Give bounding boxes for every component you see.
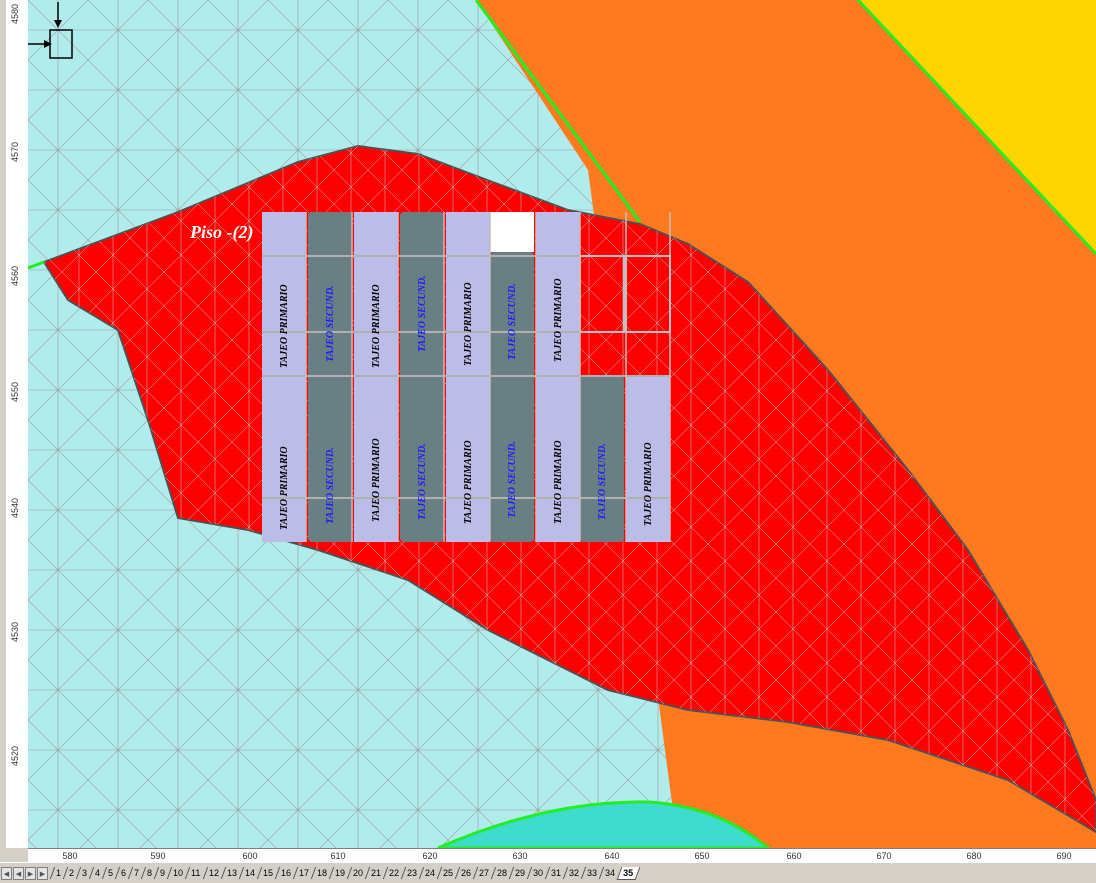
x-tick: 640 bbox=[604, 851, 620, 861]
stope-label-primary: TAJEO PRIMARIO bbox=[463, 282, 474, 366]
stope-grid bbox=[262, 212, 671, 542]
stope-label-secondary: TAJEO SECUND. bbox=[417, 275, 428, 352]
turquoise-zone bbox=[437, 800, 771, 848]
x-axis-ruler: 580 590 600 610 620 630 640 650 660 670 … bbox=[28, 848, 1096, 863]
stope-label-primary: TAJEO PRIMARIO bbox=[279, 284, 290, 368]
boundary-line bbox=[474, 0, 642, 223]
stope-secondary bbox=[580, 376, 624, 542]
stope-secondary bbox=[490, 252, 534, 542]
y-tick: 4570 bbox=[10, 142, 20, 163]
x-tick: 650 bbox=[694, 851, 710, 861]
x-tick: 580 bbox=[62, 851, 78, 861]
y-axis-ruler: 4580 4570 4560 4550 4540 4530 4520 bbox=[6, 0, 29, 848]
stope-label-primary: TAJEO PRIMARIO bbox=[279, 446, 290, 530]
x-tick: 610 bbox=[330, 851, 346, 861]
stope-label-primary: TAJEO PRIMARIO bbox=[371, 438, 382, 522]
x-tick: 590 bbox=[150, 851, 166, 861]
stope-primary bbox=[626, 376, 670, 542]
x-tick: 690 bbox=[1056, 851, 1072, 861]
sheet-tab-bar: ◀ ◀ ▶ ▶ 1 2 3 4 5 6 7 8 9 10 11 12 13 14… bbox=[0, 862, 1096, 883]
x-tick: 680 bbox=[966, 851, 982, 861]
model-canvas[interactable]: TAJEO PRIMARIO TAJEO SECUND. TAJEO PRIMA… bbox=[28, 0, 1096, 848]
y-tick: 4520 bbox=[10, 746, 20, 767]
boundary-line bbox=[856, 0, 1096, 256]
y-tick: 4540 bbox=[10, 498, 20, 519]
last-sheet-button[interactable]: ▶ bbox=[37, 866, 48, 880]
model-drawing: TAJEO PRIMARIO TAJEO SECUND. TAJEO PRIMA… bbox=[28, 0, 1096, 848]
next-sheet-button[interactable]: ▶ bbox=[25, 866, 36, 880]
sheet-tab-active[interactable]: 35 bbox=[616, 866, 641, 880]
stope-label-secondary: TAJEO SECUND. bbox=[507, 283, 518, 360]
stope-label-secondary: TAJEO SECUND. bbox=[507, 441, 518, 518]
stope-label-primary: TAJEO PRIMARIO bbox=[553, 440, 564, 524]
x-tick: 670 bbox=[876, 851, 892, 861]
stope-label-secondary: TAJEO SECUND. bbox=[325, 285, 336, 362]
x-tick: 630 bbox=[512, 851, 528, 861]
x-tick: 660 bbox=[786, 851, 802, 861]
y-tick: 4530 bbox=[10, 622, 20, 643]
stope-label-secondary: TAJEO SECUND. bbox=[597, 443, 608, 520]
y-tick: 4550 bbox=[10, 382, 20, 403]
load-arrows-icon bbox=[28, 2, 73, 59]
stope-label-secondary: TAJEO SECUND. bbox=[325, 447, 336, 524]
stope-white bbox=[490, 212, 534, 252]
x-tick: 620 bbox=[422, 851, 438, 861]
stope-label-secondary: TAJEO SECUND. bbox=[417, 443, 428, 520]
first-sheet-button[interactable]: ◀ bbox=[1, 866, 12, 880]
stope-label-primary: TAJEO PRIMARIO bbox=[463, 440, 474, 524]
y-tick: 4560 bbox=[10, 266, 20, 287]
sheet-tabs: 1 2 3 4 5 6 7 8 9 10 11 12 13 14 15 16 1… bbox=[49, 866, 641, 880]
x-tick: 600 bbox=[242, 851, 258, 861]
prev-sheet-button[interactable]: ◀ bbox=[13, 866, 24, 880]
level-label: Piso -(2) bbox=[190, 222, 254, 242]
y-tick: 4580 bbox=[10, 4, 20, 25]
stope-labels: TAJEO PRIMARIO TAJEO SECUND. TAJEO PRIMA… bbox=[279, 275, 654, 530]
stope-label-primary: TAJEO PRIMARIO bbox=[371, 284, 382, 368]
stope-label-primary: TAJEO PRIMARIO bbox=[643, 442, 654, 526]
stope-label-primary: TAJEO PRIMARIO bbox=[553, 278, 564, 362]
